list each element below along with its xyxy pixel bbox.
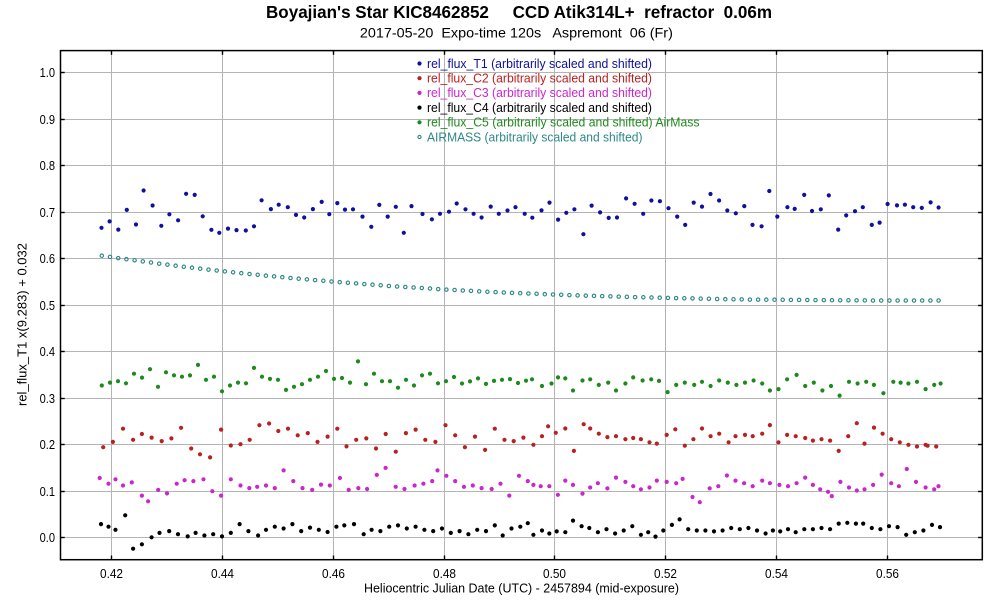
svg-text:0.56: 0.56	[876, 566, 899, 581]
svg-text:rel_flux_T1 x(9.283) + 0.032: rel_flux_T1 x(9.283) + 0.032	[15, 243, 30, 406]
svg-text:0.6: 0.6	[40, 251, 55, 266]
svg-text:0.7: 0.7	[40, 205, 55, 220]
svg-text:0.3: 0.3	[40, 391, 55, 406]
svg-text:Heliocentric Julian Date (UTC): Heliocentric Julian Date (UTC) - 2457894…	[364, 581, 679, 596]
svg-text:0.1: 0.1	[40, 484, 55, 499]
svg-text:0.44: 0.44	[211, 566, 234, 581]
svg-text:0.0: 0.0	[40, 530, 55, 545]
svg-text:rel_flux_C4 (arbitrarily scale: rel_flux_C4 (arbitrarily scaled and shif…	[427, 100, 652, 115]
svg-text:2017-05-20 Expo-time 120s A: 2017-05-20 Expo-time 120s Aspremont 06 (…	[360, 25, 673, 41]
svg-text:0.8: 0.8	[40, 158, 55, 173]
svg-text:0.42: 0.42	[100, 566, 123, 581]
svg-text:0.2: 0.2	[40, 437, 55, 452]
svg-text:0.5: 0.5	[40, 298, 55, 313]
svg-text:0.50: 0.50	[543, 566, 566, 581]
svg-text:0.48: 0.48	[433, 566, 456, 581]
svg-text:rel_flux_C5 (arbitrarily scale: rel_flux_C5 (arbitrarily scaled and shif…	[427, 115, 700, 130]
svg-text:Boyajian's Star KIC8462852: Boyajian's Star KIC8462852 CCD Atik314L+…	[266, 2, 772, 22]
svg-text:0.54: 0.54	[765, 566, 788, 581]
svg-text:0.46: 0.46	[322, 566, 345, 581]
svg-text:0.4: 0.4	[40, 344, 55, 359]
svg-text:AIRMASS (arbitrarily scaled an: AIRMASS (arbitrarily scaled and shifted)	[427, 129, 643, 144]
svg-text:rel_flux_C2 (arbitrarily scale: rel_flux_C2 (arbitrarily scaled and shif…	[427, 71, 652, 86]
svg-text:1.0: 1.0	[40, 65, 55, 80]
svg-text:0.9: 0.9	[40, 112, 55, 127]
svg-text:rel_flux_C3 (arbitrarily scale: rel_flux_C3 (arbitrarily scaled and shif…	[427, 85, 652, 100]
svg-text:0.52: 0.52	[654, 566, 677, 581]
svg-text:rel_flux_T1 (arbitrarily scale: rel_flux_T1 (arbitrarily scaled and shif…	[427, 56, 652, 71]
